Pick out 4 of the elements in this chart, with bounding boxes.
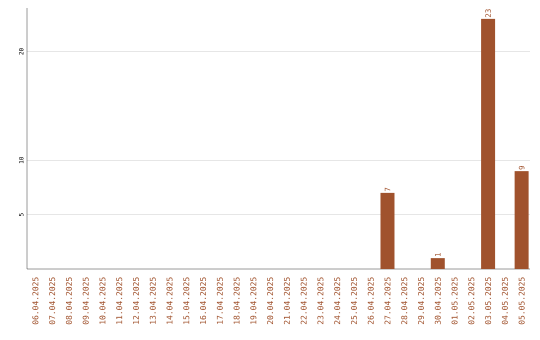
bar [430,258,445,269]
bar [514,171,529,269]
bar [380,192,394,269]
bar [481,18,496,269]
